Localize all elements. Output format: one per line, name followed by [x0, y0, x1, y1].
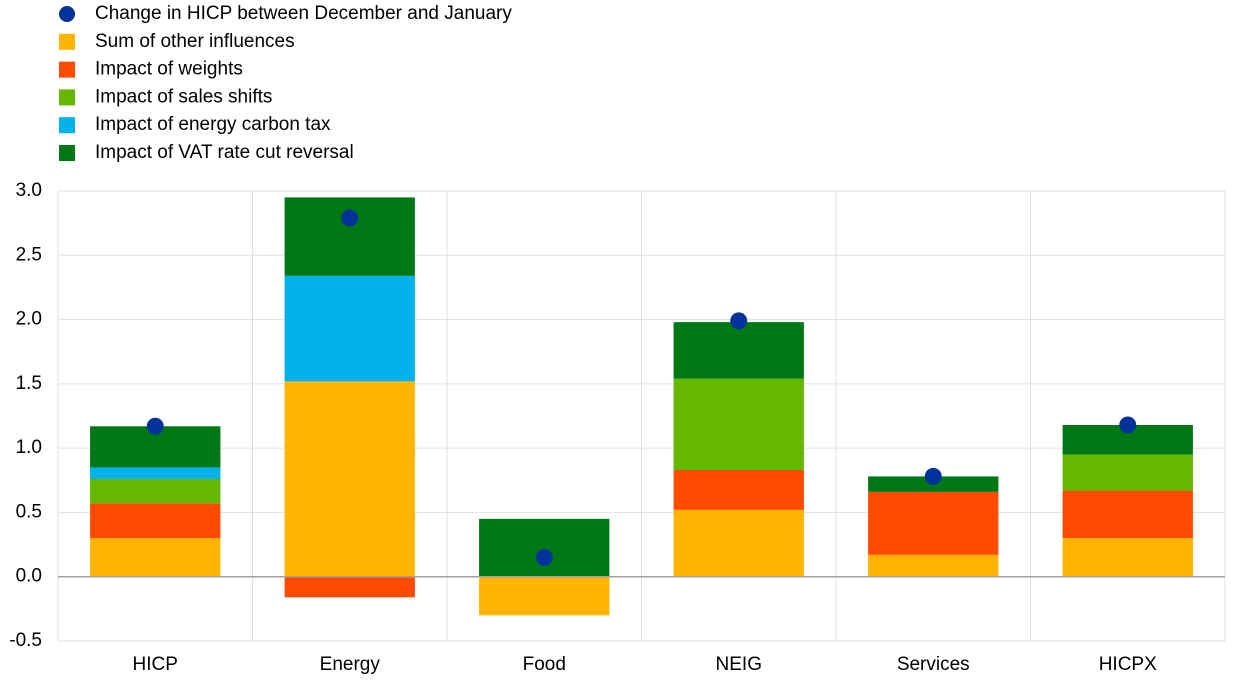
point	[730, 312, 748, 330]
bar-segment	[284, 197, 415, 276]
y-tick-label: 0.5	[16, 501, 42, 522]
bar-segment	[284, 381, 415, 577]
bar-segment	[868, 554, 999, 577]
bar-segment	[284, 275, 415, 382]
x-tick-label: Energy	[320, 654, 381, 675]
bar-segment	[1062, 538, 1193, 577]
bar-segment	[1062, 490, 1193, 539]
y-tick-label: 1.0	[16, 437, 42, 458]
x-tick-label: Services	[897, 654, 970, 675]
point	[535, 548, 553, 566]
bar-segment	[868, 491, 999, 555]
x-tick-label: NEIG	[716, 654, 762, 675]
legend-swatch	[59, 61, 75, 78]
bar-segment	[673, 470, 804, 510]
bar-segment	[90, 503, 221, 539]
y-tick-label: 2.0	[16, 309, 42, 330]
bar-segment	[479, 576, 610, 616]
legend-swatch	[59, 33, 75, 50]
y-tick-label: -0.5	[9, 630, 42, 651]
bar-segment	[284, 576, 415, 598]
bar-segment	[673, 322, 804, 379]
legend-swatch	[59, 145, 75, 161]
legend-swatch	[59, 89, 75, 106]
legend-label: Sum of other influences	[95, 31, 295, 52]
bar-segment	[479, 518, 610, 577]
x-tick-label: Food	[523, 654, 566, 675]
bar-segment	[673, 509, 804, 577]
bar-segment	[90, 467, 221, 479]
x-tick-label: HICPX	[1099, 654, 1157, 675]
y-tick-label: 1.5	[16, 373, 42, 394]
legend-label: Impact of VAT rate cut reversal	[95, 142, 354, 163]
bar-segment	[90, 538, 221, 577]
point	[924, 467, 942, 485]
x-tick-label: HICP	[133, 654, 178, 675]
legend-label: Change in HICP between December and Janu…	[95, 3, 512, 24]
point	[1119, 416, 1137, 434]
legend-label: Impact of weights	[95, 59, 243, 80]
legend-label: Impact of sales shifts	[95, 86, 272, 107]
y-tick-label: 0.0	[16, 566, 42, 587]
legend-marker	[59, 6, 75, 22]
point	[341, 209, 359, 227]
bar-segment	[90, 479, 221, 504]
y-tick-label: 3.0	[16, 180, 42, 201]
legend-swatch	[59, 117, 75, 134]
bar-segment	[673, 378, 804, 470]
y-tick-label: 2.5	[16, 244, 42, 265]
point	[146, 417, 164, 435]
legend-label: Impact of energy carbon tax	[95, 114, 331, 135]
bar-segment	[1062, 454, 1193, 491]
